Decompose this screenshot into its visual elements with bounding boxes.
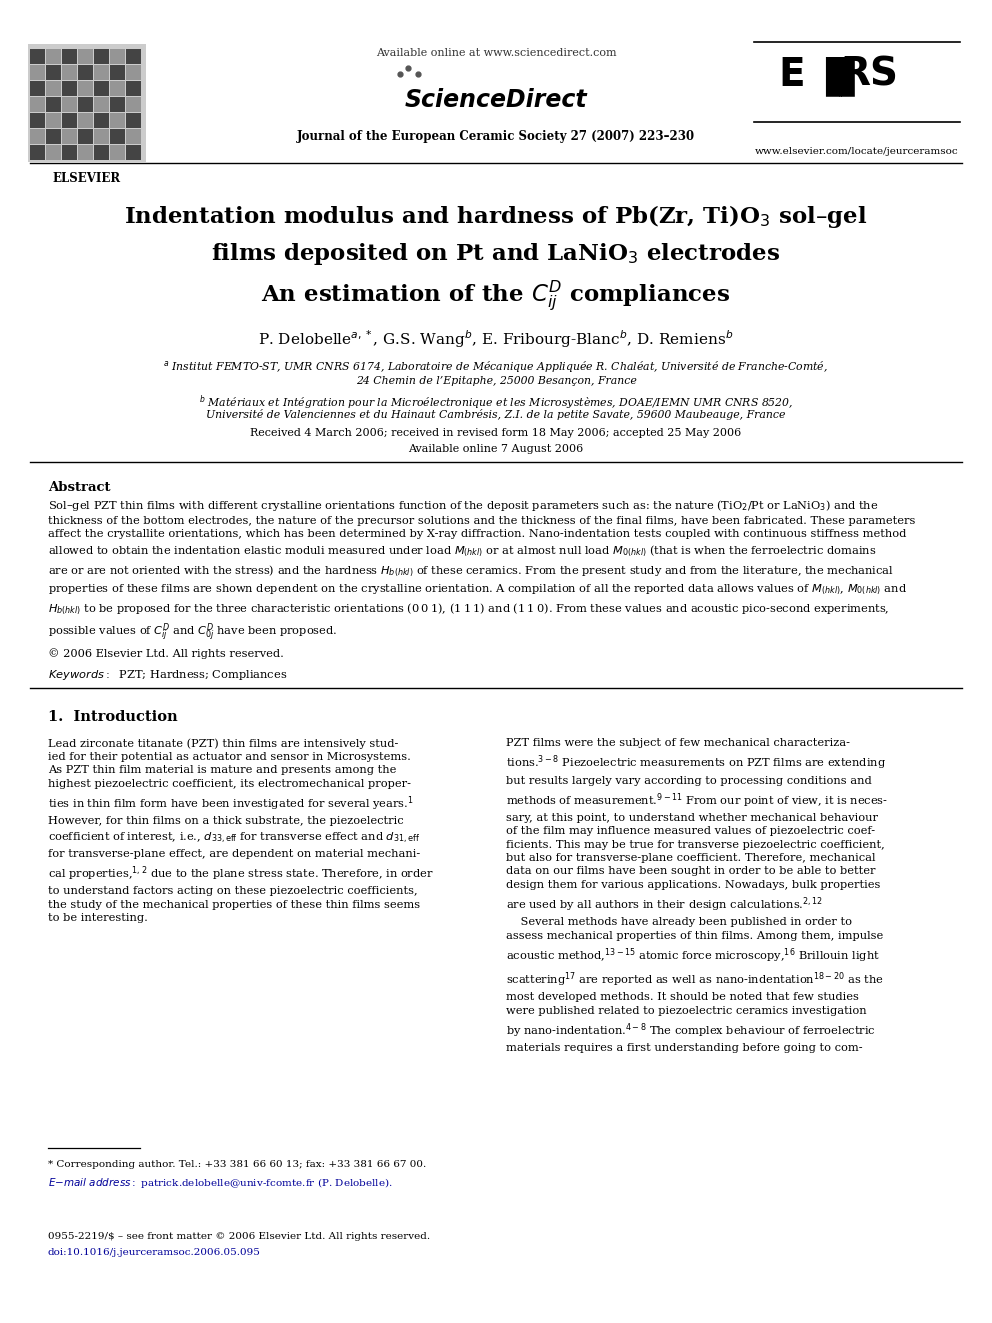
Text: RS: RS <box>840 56 898 94</box>
Bar <box>94 146 109 160</box>
Bar <box>62 112 77 128</box>
Text: E: E <box>778 56 805 94</box>
Text: Abstract: Abstract <box>48 482 110 493</box>
Bar <box>126 146 141 160</box>
Text: Journal of the European Ceramic Society 27 (2007) 223–230: Journal of the European Ceramic Society … <box>297 130 695 143</box>
Text: $^b$ Matériaux et Intégration pour la Microélectronique et les Microsystèmes, DO: $^b$ Matériaux et Intégration pour la Mi… <box>198 393 794 411</box>
Bar <box>110 65 125 79</box>
Bar <box>62 49 77 64</box>
Bar <box>110 130 125 144</box>
Bar <box>30 97 45 112</box>
Bar <box>46 112 61 128</box>
Bar <box>78 146 93 160</box>
Bar <box>94 81 109 97</box>
Bar <box>62 65 77 79</box>
Bar <box>78 112 93 128</box>
Bar <box>62 130 77 144</box>
Text: An estimation of the $C^D_{ij}$ compliances: An estimation of the $C^D_{ij}$ complian… <box>261 279 731 314</box>
Bar <box>126 97 141 112</box>
Text: films deposited on Pt and LaNiO$_3$ electrodes: films deposited on Pt and LaNiO$_3$ elec… <box>211 241 781 267</box>
Text: 24 Chemin de l’Epitaphe, 25000 Besançon, France: 24 Chemin de l’Epitaphe, 25000 Besançon,… <box>355 376 637 386</box>
Text: Lead zirconate titanate (PZT) thin films are intensively stud-
ied for their pot: Lead zirconate titanate (PZT) thin films… <box>48 738 434 923</box>
Bar <box>110 97 125 112</box>
Text: Available online 7 August 2006: Available online 7 August 2006 <box>409 445 583 454</box>
Bar <box>78 130 93 144</box>
Text: © 2006 Elsevier Ltd. All rights reserved.: © 2006 Elsevier Ltd. All rights reserved… <box>48 648 284 659</box>
Text: Indentation modulus and hardness of Pb(Zr, Ti)O$_3$ sol–gel: Indentation modulus and hardness of Pb(Z… <box>124 202 868 230</box>
Bar <box>30 112 45 128</box>
Text: 1.  Introduction: 1. Introduction <box>48 710 178 724</box>
Text: ELSEVIER: ELSEVIER <box>53 172 121 185</box>
Bar <box>30 81 45 97</box>
Bar <box>94 49 109 64</box>
Text: $\it{Keywords{:}}$  PZT; Hardness; Compliances: $\it{Keywords{:}}$ PZT; Hardness; Compli… <box>48 668 288 681</box>
Bar <box>110 112 125 128</box>
Bar <box>126 81 141 97</box>
Bar <box>126 65 141 79</box>
Bar <box>46 49 61 64</box>
Bar <box>110 81 125 97</box>
Text: PZT films were the subject of few mechanical characteriza-
tions.$^{3-8}$ Piezoe: PZT films were the subject of few mechan… <box>506 738 888 1053</box>
Bar <box>30 49 45 64</box>
Bar <box>126 49 141 64</box>
Bar <box>62 81 77 97</box>
Bar <box>78 81 93 97</box>
Bar <box>62 97 77 112</box>
Text: Sol–gel PZT thin films with different crystalline orientations function of the d: Sol–gel PZT thin films with different cr… <box>48 497 916 644</box>
Text: $\it{E}$$\it{-mail\ address{:}}$ patrick.delobelle@univ-fcomte.fr (P. Delobelle): $\it{E}$$\it{-mail\ address{:}}$ patrick… <box>48 1176 393 1189</box>
Bar <box>94 112 109 128</box>
Bar <box>78 97 93 112</box>
Bar <box>126 112 141 128</box>
Bar <box>94 97 109 112</box>
Bar <box>30 65 45 79</box>
Bar <box>46 81 61 97</box>
Bar <box>28 44 146 161</box>
Text: Available online at www.sciencedirect.com: Available online at www.sciencedirect.co… <box>376 48 616 58</box>
Bar <box>78 49 93 64</box>
Bar <box>30 130 45 144</box>
Bar <box>110 49 125 64</box>
Text: Université de Valenciennes et du Hainaut Cambrésis, Z.I. de la petite Savate, 59: Université de Valenciennes et du Hainaut… <box>206 409 786 419</box>
Text: ScienceDirect: ScienceDirect <box>405 89 587 112</box>
Bar <box>46 97 61 112</box>
Text: $^a$ Institut FEMTO-ST, UMR CNRS 6174, Laboratoire de Mécanique Appliquée R. Cha: $^a$ Institut FEMTO-ST, UMR CNRS 6174, L… <box>164 360 828 376</box>
Text: * Corresponding author. Tel.: +33 381 66 60 13; fax: +33 381 66 67 00.: * Corresponding author. Tel.: +33 381 66… <box>48 1160 427 1170</box>
Text: doi:10.1016/j.jeurceramsoc.2006.05.095: doi:10.1016/j.jeurceramsoc.2006.05.095 <box>48 1248 261 1257</box>
Text: www.elsevier.com/locate/jeurceramsoc: www.elsevier.com/locate/jeurceramsoc <box>754 147 958 156</box>
Bar <box>126 130 141 144</box>
Text: P. Delobelle$^{a,*}$, G.S. Wang$^b$, E. Fribourg-Blanc$^b$, D. Remiens$^b$: P. Delobelle$^{a,*}$, G.S. Wang$^b$, E. … <box>258 328 734 349</box>
Bar <box>78 65 93 79</box>
Text: ▐▌: ▐▌ <box>810 56 870 95</box>
Text: Received 4 March 2006; received in revised form 18 May 2006; accepted 25 May 200: Received 4 March 2006; received in revis… <box>250 429 742 438</box>
Bar <box>46 65 61 79</box>
Bar <box>46 146 61 160</box>
Bar <box>94 130 109 144</box>
Bar <box>30 146 45 160</box>
Bar <box>94 65 109 79</box>
Bar <box>62 146 77 160</box>
Bar <box>46 130 61 144</box>
Bar <box>110 146 125 160</box>
Text: 0955-2219/$ – see front matter © 2006 Elsevier Ltd. All rights reserved.: 0955-2219/$ – see front matter © 2006 El… <box>48 1232 431 1241</box>
